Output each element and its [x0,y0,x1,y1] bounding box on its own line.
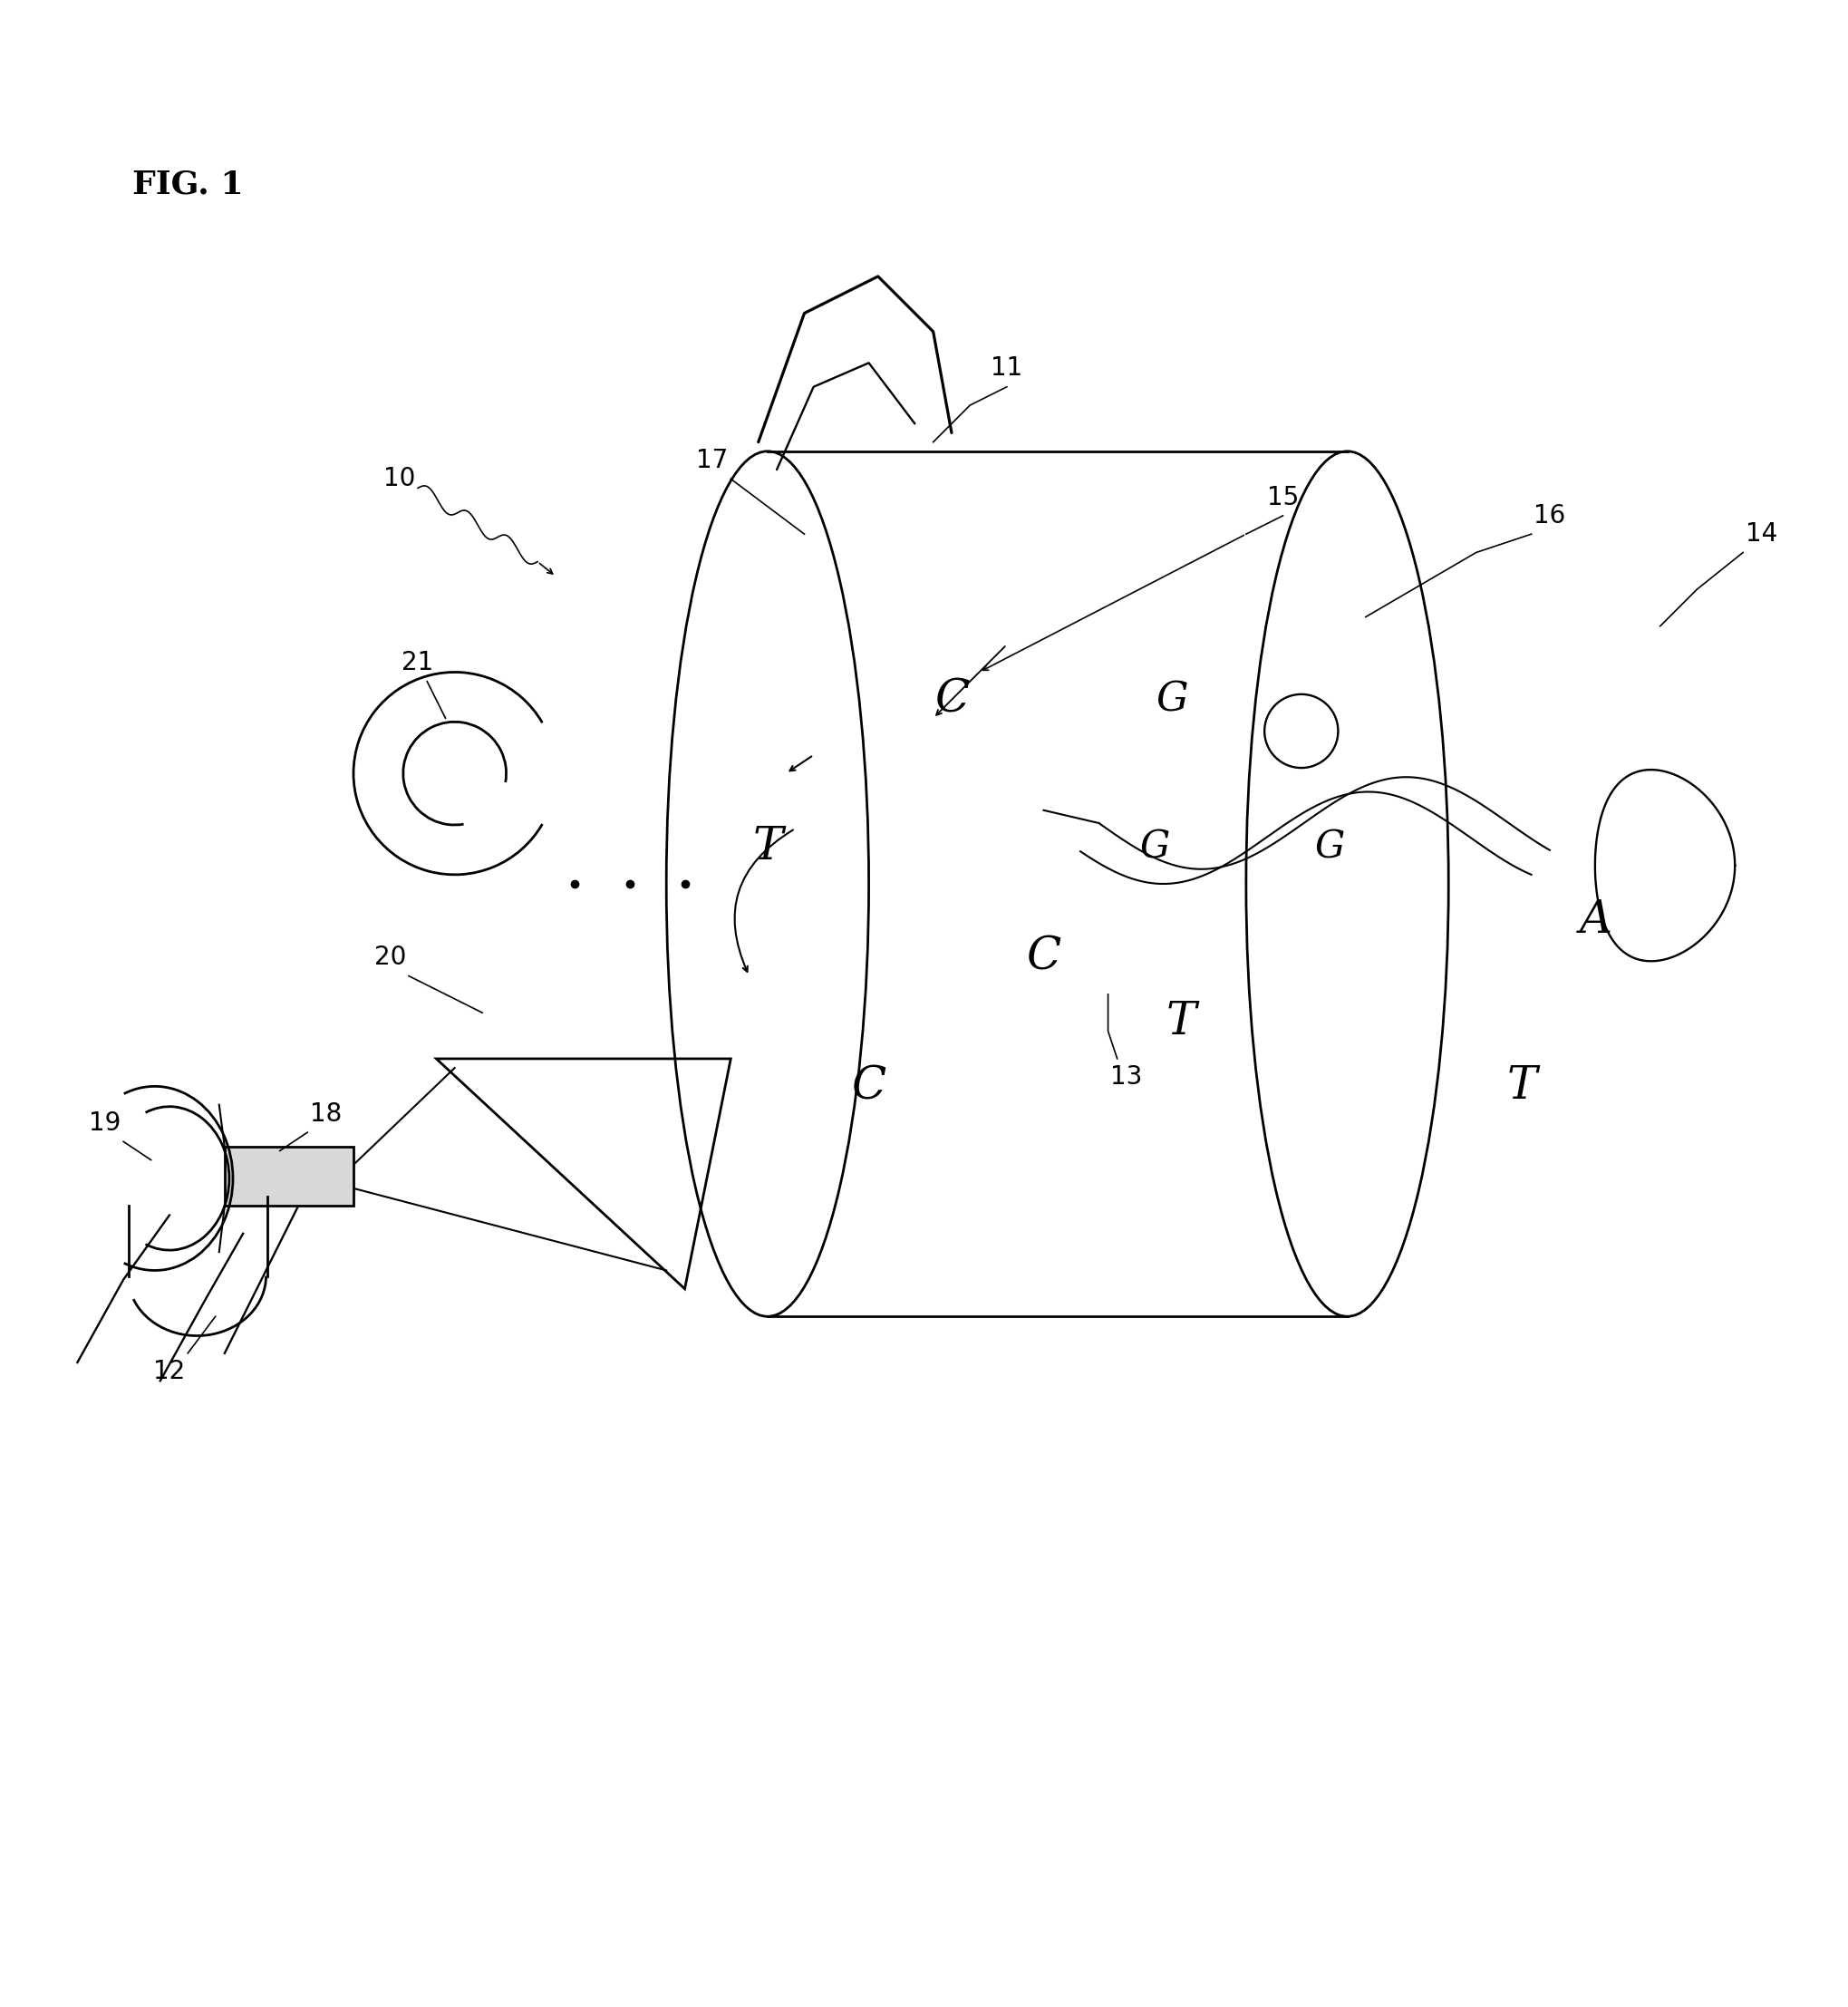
Polygon shape [767,452,1449,1317]
Text: 18: 18 [310,1102,342,1126]
Text: FIG. 1: FIG. 1 [133,169,244,201]
Text: G: G [1138,829,1170,867]
Text: 15: 15 [1268,484,1299,510]
Text: 16: 16 [1534,504,1565,528]
Text: 20: 20 [375,945,407,969]
Text: 13: 13 [1111,1064,1142,1090]
Bar [225,1148,353,1206]
Text: 12: 12 [153,1359,185,1385]
Text: C: C [852,1064,887,1108]
Text: C: C [935,676,968,723]
Text: T: T [752,825,784,869]
Text: G: G [1157,680,1188,719]
Text: 19: 19 [89,1110,120,1136]
Text: T: T [1166,999,1198,1044]
Text: C: C [1026,935,1061,979]
Text: 21: 21 [401,650,434,676]
Text: 10: 10 [383,466,416,492]
Text: T: T [1506,1064,1538,1108]
Text: 11: 11 [991,355,1022,381]
Text: G: G [1314,829,1343,867]
Text: A: A [1580,899,1611,943]
Text: 17: 17 [697,448,728,474]
Text: 14: 14 [1745,522,1778,546]
